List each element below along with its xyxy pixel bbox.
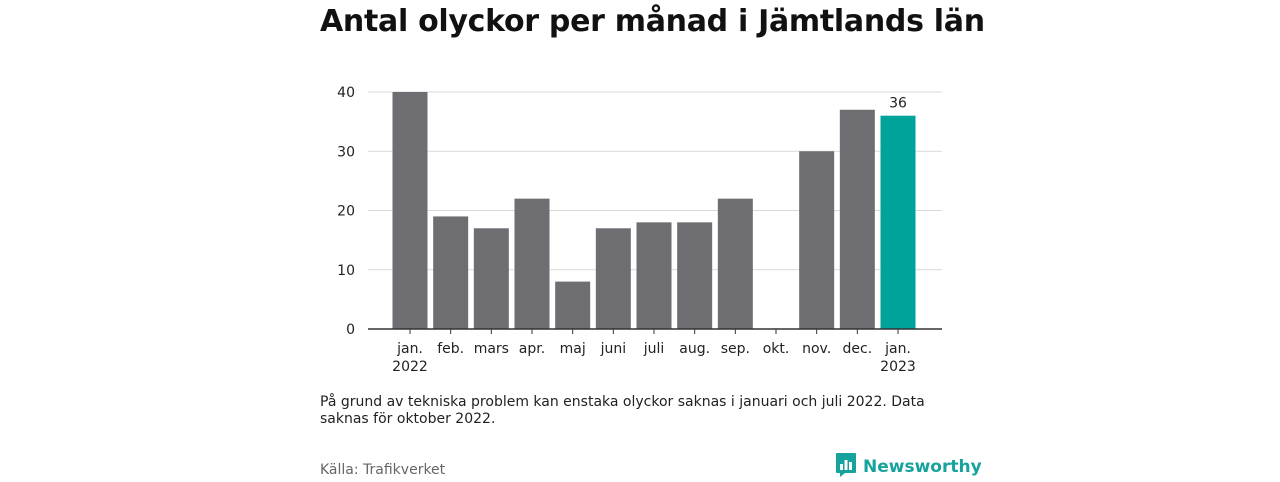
bar (880, 115, 916, 329)
bar (799, 151, 835, 329)
y-tick-label: 30 (337, 144, 355, 160)
x-tick-label: jan. 2023 (880, 341, 916, 375)
bar (433, 216, 469, 329)
x-tick-label: sep. (721, 341, 750, 357)
x-axis (368, 328, 942, 334)
x-tick-label: dec. (843, 341, 873, 357)
data-labels: 36 (889, 96, 907, 112)
bar (677, 222, 713, 329)
y-tick-label: 0 (346, 322, 355, 338)
bar (514, 198, 550, 329)
bar (595, 228, 631, 329)
data-label: 36 (889, 96, 907, 112)
y-axis-labels: 0 10 20 30 40 (337, 85, 355, 338)
bar (839, 109, 875, 330)
x-tick-label: okt. (763, 341, 790, 357)
x-tick-label: juni (600, 341, 627, 357)
bar (392, 92, 428, 329)
x-tick-label: apr. (519, 341, 545, 357)
chart-title: Antal olyckor per månad i Jämtlands län (320, 4, 985, 39)
bar (636, 222, 672, 329)
footnote: På grund av tekniska problem kan enstaka… (320, 394, 925, 427)
x-tick-label: maj (560, 341, 586, 357)
bar (717, 198, 753, 329)
x-tick-label: mars (474, 341, 509, 357)
x-axis-labels: jan. 2022 feb. mars apr. maj juni juli aug. sep. o… (392, 341, 916, 375)
brand-logo[interactable]: Newsworthy (835, 452, 982, 482)
bar (555, 281, 591, 329)
brand-name: Newsworthy (863, 457, 982, 477)
x-tick-label: nov. (802, 341, 831, 357)
source-credit: Källa: Trafikverket (320, 462, 446, 478)
bar (473, 228, 509, 329)
x-tick-label: jan. 2022 (392, 341, 428, 375)
y-tick-label: 40 (337, 85, 355, 101)
x-tick-label: aug. (679, 341, 710, 357)
x-tick-label: feb. (437, 341, 464, 357)
y-tick-label: 10 (337, 263, 355, 279)
x-tick-label: juli (643, 341, 665, 357)
bar-chart: 0 10 20 30 40 jan. 2022 feb. mars apr. maj juni jul… (337, 85, 942, 375)
y-tick-label: 20 (337, 204, 355, 220)
bars (392, 92, 916, 330)
bar-chart-logo-icon (835, 452, 857, 482)
